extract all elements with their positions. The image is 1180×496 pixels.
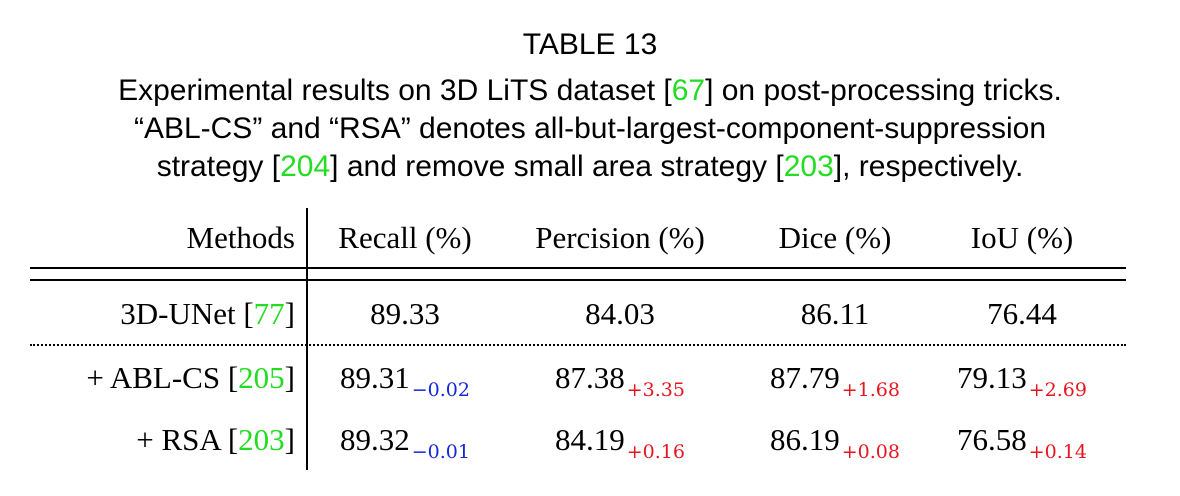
table-cell: 86.11 bbox=[740, 296, 930, 336]
cell-value: 84.03 bbox=[585, 296, 655, 331]
cell-delta: +1.68 bbox=[841, 379, 900, 401]
column-header: Methods bbox=[186, 220, 296, 255]
cell-delta: −0.02 bbox=[411, 379, 470, 401]
method-name: + RSA [203] bbox=[30, 422, 295, 462]
column-header: Dice (%) bbox=[778, 220, 892, 255]
cell-value: 84.19 bbox=[555, 422, 625, 457]
text-segment: strategy [ bbox=[156, 150, 281, 183]
table-cell: 89.31 −0.02 bbox=[312, 360, 498, 401]
cell-value: 87.38 bbox=[555, 360, 625, 395]
header-rule bbox=[30, 267, 1126, 269]
table-cell: 89.32 −0.01 bbox=[312, 422, 498, 463]
caption-line: strategy [204] and remove small area str… bbox=[0, 148, 1180, 186]
text-segment: + ABL-CS [ bbox=[86, 360, 239, 395]
cell-value: 89.33 bbox=[370, 296, 440, 331]
table-cell: 84.19 +0.16 bbox=[505, 422, 735, 463]
cell-value: 86.19 bbox=[770, 422, 840, 457]
text-segment: ] bbox=[284, 360, 295, 395]
citation: 67 bbox=[671, 74, 706, 107]
citation: 204 bbox=[280, 150, 331, 183]
citation: 205 bbox=[238, 360, 285, 395]
citation: 203 bbox=[783, 150, 834, 183]
caption-line: Experimental results on 3D LiTS dataset … bbox=[0, 72, 1180, 110]
cell-value: 89.31 bbox=[340, 360, 410, 395]
table-cell: 87.38 +3.35 bbox=[505, 360, 735, 401]
table-cell: 76.44 bbox=[932, 296, 1112, 336]
cell-delta: +0.14 bbox=[1028, 441, 1087, 463]
table-title: TABLE 13 bbox=[522, 28, 658, 61]
cell-delta: +3.35 bbox=[626, 379, 685, 401]
cell-delta: +0.16 bbox=[626, 441, 685, 463]
cell-value: 79.13 bbox=[957, 360, 1027, 395]
column-header: Recall (%) bbox=[338, 220, 472, 255]
cell-delta: +2.69 bbox=[1028, 379, 1087, 401]
table-cell: 87.79 +1.68 bbox=[740, 360, 930, 401]
text-segment: Experimental results on 3D LiTS dataset … bbox=[118, 74, 672, 107]
text-segment: 3D-UNet [ bbox=[120, 296, 254, 331]
text-segment: ] and remove small area strategy [ bbox=[330, 150, 784, 183]
header-rule bbox=[30, 279, 1126, 281]
cell-value: 76.44 bbox=[987, 296, 1057, 331]
cell-value: 86.11 bbox=[800, 296, 870, 331]
table-cell: 89.33 bbox=[312, 296, 498, 336]
caption-line: “ABL-CS” and “RSA” denotes all-but-large… bbox=[0, 110, 1180, 148]
cell-delta: −0.01 bbox=[411, 441, 470, 463]
column-header: Percision (%) bbox=[535, 220, 705, 255]
table-cell: 84.03 bbox=[505, 296, 735, 336]
column-separator bbox=[306, 208, 308, 470]
cell-value: 76.58 bbox=[957, 422, 1027, 457]
text-segment: ], respectively. bbox=[833, 150, 1024, 183]
cell-delta: +0.08 bbox=[841, 441, 900, 463]
table-cell: 86.19 +0.08 bbox=[740, 422, 930, 463]
text-segment: “ABL-CS” and “RSA” denotes all-but-large… bbox=[133, 112, 1047, 145]
table-cell: 79.13 +2.69 bbox=[932, 360, 1112, 401]
text-segment: ] bbox=[284, 422, 295, 457]
citation: 77 bbox=[253, 296, 285, 331]
citation: 203 bbox=[238, 422, 285, 457]
method-name: 3D-UNet [77] bbox=[30, 296, 295, 336]
column-header: IoU (%) bbox=[970, 220, 1074, 255]
table-cell: 76.58 +0.14 bbox=[932, 422, 1112, 463]
text-segment: ] on post-processing tricks. bbox=[705, 74, 1062, 107]
text-segment: ] bbox=[284, 296, 295, 331]
dotted-rule bbox=[30, 344, 1126, 346]
cell-value: 87.79 bbox=[770, 360, 840, 395]
method-name: + ABL-CS [205] bbox=[30, 360, 295, 400]
text-segment: + RSA [ bbox=[136, 422, 239, 457]
cell-value: 89.32 bbox=[340, 422, 410, 457]
